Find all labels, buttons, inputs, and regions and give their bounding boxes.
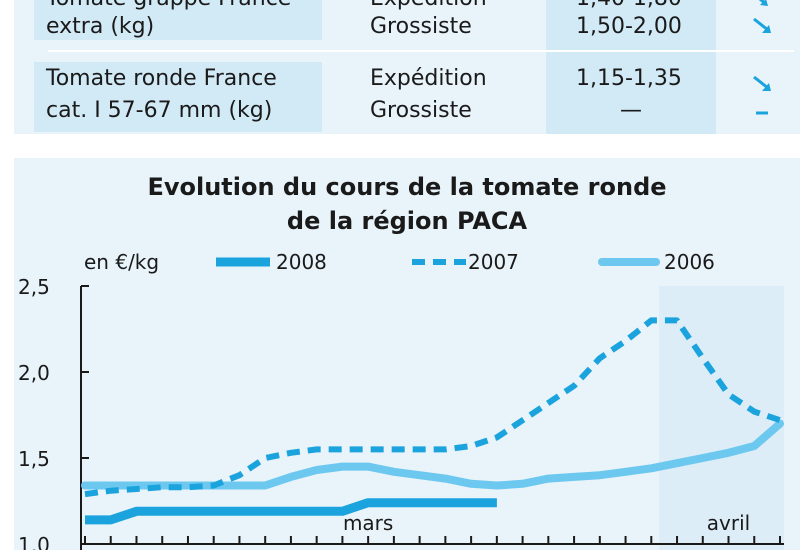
table-row-1-price-line2: 1,50-2,00 bbox=[576, 14, 682, 39]
y-tick-label: 1,0 bbox=[18, 533, 50, 550]
table-row-2-product-line2: cat. I 57-67 mm (kg) bbox=[46, 98, 273, 123]
product-column-bg-row2 bbox=[34, 62, 322, 132]
row-separator bbox=[48, 50, 794, 52]
unit-label: en €/kg bbox=[84, 250, 159, 274]
chart-title-line2: de la région PACA bbox=[286, 207, 528, 235]
table-row-1-stage-line1: Expédition bbox=[370, 0, 487, 14]
product-column-bg bbox=[34, 0, 322, 40]
arrow-down-right-icon bbox=[758, 0, 768, 6]
y-tick-label: 1,5 bbox=[18, 447, 50, 471]
chart-panel: Evolution du cours de la tomate ronde de… bbox=[14, 158, 800, 550]
table-row-1-product-line1: Tomate grappe France bbox=[46, 0, 291, 14]
table-row-2-price-line2: — bbox=[620, 98, 642, 123]
table-row-2-stage-line1: Expédition bbox=[370, 66, 487, 91]
x-month-label: avril bbox=[707, 511, 750, 535]
series-line-2007 bbox=[84, 317, 781, 498]
y-tick-label: 2,5 bbox=[18, 275, 50, 299]
series-line-2008 bbox=[85, 498, 497, 525]
price-table: Tomate grappe France extra (kg) Expéditi… bbox=[14, 0, 800, 134]
chart-title: Evolution du cours de la tomate ronde de… bbox=[14, 170, 800, 238]
table-row-2-product-line1: Tomate ronde France bbox=[46, 66, 277, 91]
price-column-bg bbox=[546, 0, 716, 134]
legend-label-2006: 2006 bbox=[664, 250, 715, 274]
arrow-down-right-icon bbox=[753, 17, 771, 33]
dash-icon bbox=[756, 111, 768, 115]
table-row-1-stage-line2: Grossiste bbox=[370, 14, 472, 39]
x-month-label: mars bbox=[343, 511, 393, 535]
table-row-2-price-line1: 1,15-1,35 bbox=[576, 66, 682, 91]
chart-title-line1: Evolution du cours de la tomate ronde bbox=[147, 173, 667, 201]
table-row-2-stage-line2: Grossiste bbox=[370, 98, 472, 123]
april-shaded-region bbox=[659, 286, 784, 550]
legend-label-2008: 2008 bbox=[276, 250, 327, 274]
table-row-1-product-line2: extra (kg) bbox=[46, 14, 155, 39]
table-row-1-price-line1: 1,40-1,80 bbox=[576, 0, 682, 14]
y-tick-label: 2,0 bbox=[18, 361, 50, 385]
line-chart: 1,0 1,5 2,0 2,5 mars avril en €/kg 2008 2007 2006 bbox=[18, 250, 784, 550]
legend-label-2007: 2007 bbox=[468, 250, 519, 274]
arrow-down-right-icon bbox=[753, 75, 771, 91]
